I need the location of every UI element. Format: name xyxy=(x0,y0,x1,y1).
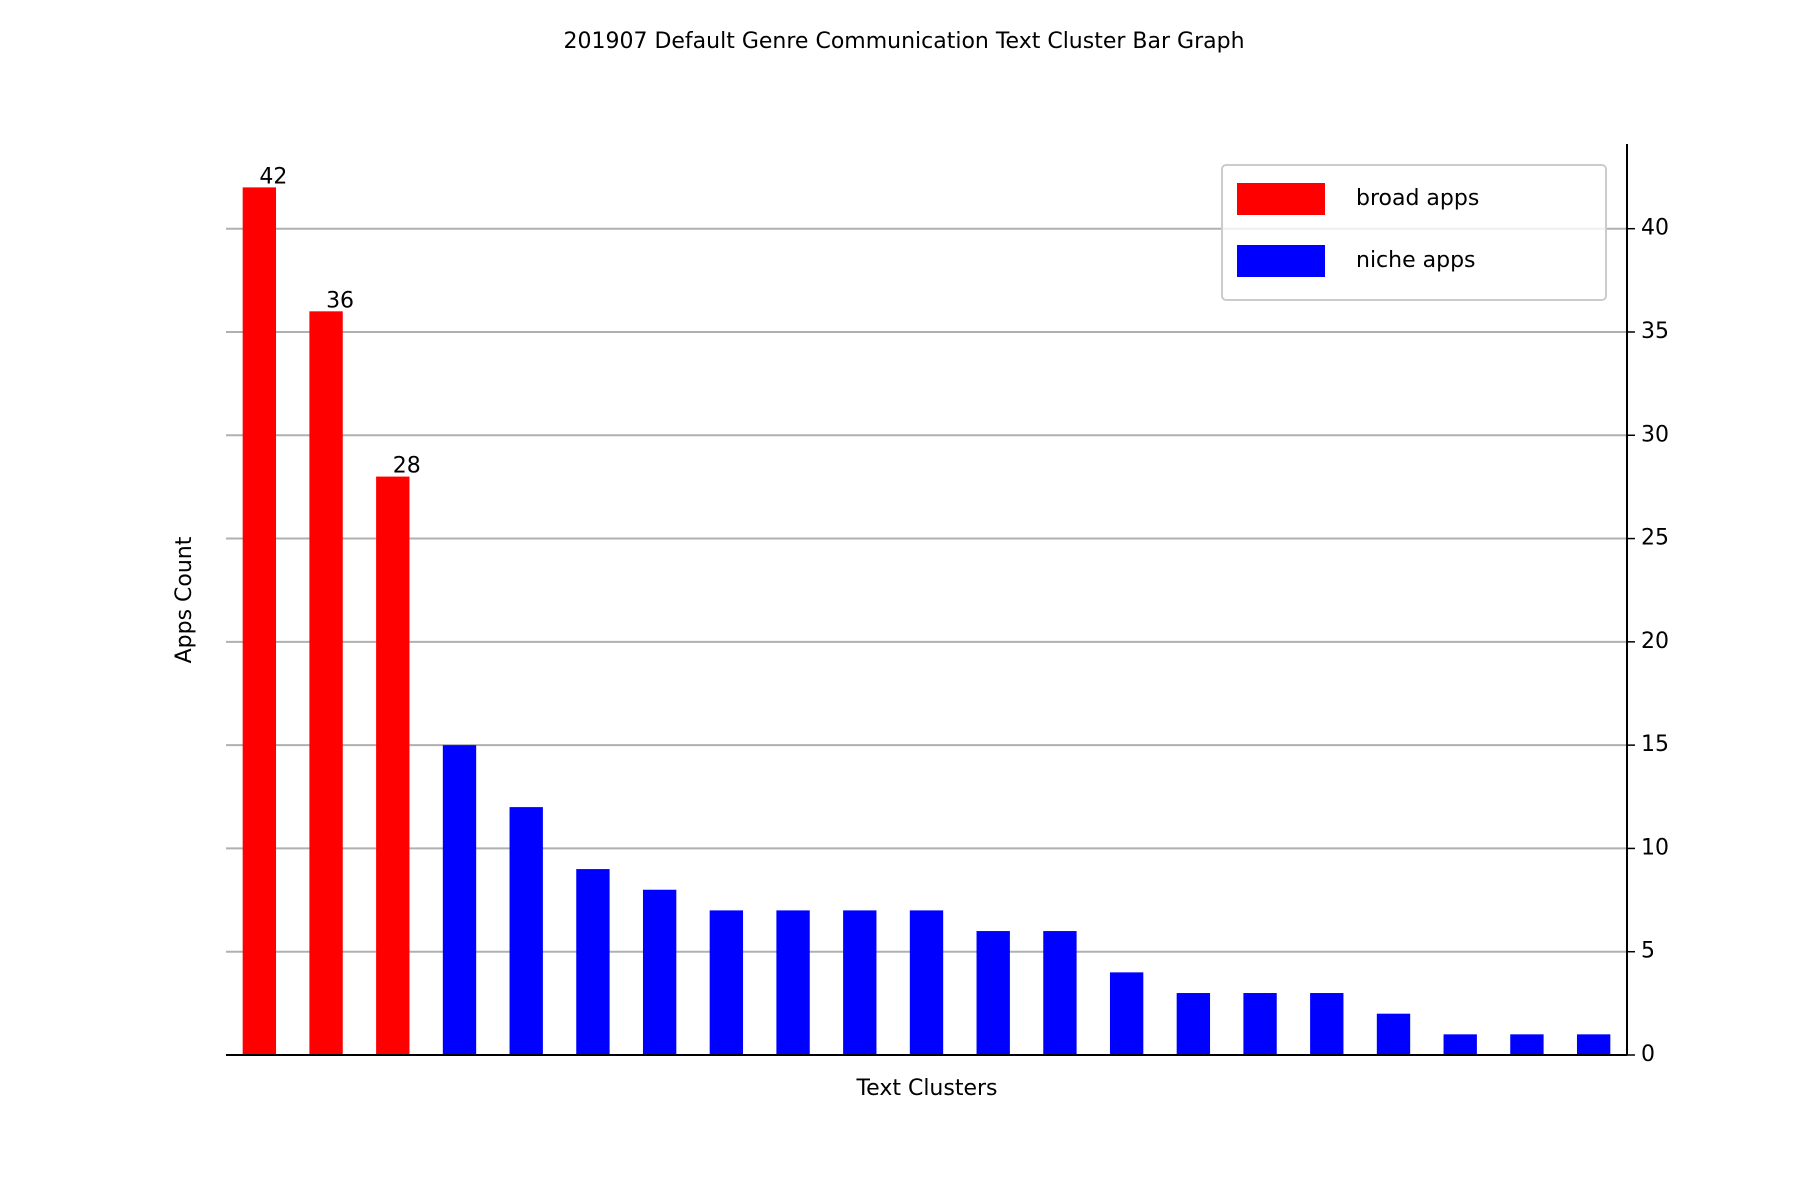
y-tick-label: 10 xyxy=(1641,835,1669,860)
bar xyxy=(1376,1013,1411,1055)
y-tick-label: 30 xyxy=(1641,422,1669,447)
x-axis-label: Text Clusters xyxy=(855,1076,997,1101)
data-label: 42 xyxy=(259,164,287,189)
bar xyxy=(1043,931,1077,1055)
bar xyxy=(776,910,810,1055)
bar xyxy=(309,311,343,1055)
data-label: 36 xyxy=(326,288,354,313)
chart-title: 201907 Default Genre Communication Text … xyxy=(563,29,1244,54)
y-tick-label: 20 xyxy=(1641,629,1669,654)
bar xyxy=(376,476,410,1056)
bar xyxy=(576,869,610,1055)
bar xyxy=(909,910,944,1055)
bar xyxy=(709,910,744,1055)
y-axis-label: Apps Count xyxy=(172,536,197,663)
data-label: 28 xyxy=(393,454,421,479)
bar xyxy=(1109,972,1144,1055)
bar xyxy=(1576,1034,1611,1055)
y-tick-label: 25 xyxy=(1641,526,1669,551)
bar xyxy=(843,910,877,1055)
bar xyxy=(1510,1034,1544,1055)
legend-swatch xyxy=(1237,245,1325,277)
bar xyxy=(642,889,677,1055)
bar xyxy=(1243,993,1277,1055)
bar xyxy=(442,745,477,1055)
y-tick-label: 35 xyxy=(1641,319,1669,344)
legend-label: niche apps xyxy=(1356,248,1476,273)
legend-label: broad apps xyxy=(1356,186,1479,211)
y-tick-label: 5 xyxy=(1641,939,1655,964)
bar xyxy=(1443,1034,1477,1055)
y-tick-label: 40 xyxy=(1641,216,1669,241)
bar xyxy=(976,931,1010,1055)
legend-swatch xyxy=(1237,183,1325,215)
y-tick-label: 15 xyxy=(1641,732,1669,757)
bar xyxy=(1310,993,1344,1055)
y-tick-label: 0 xyxy=(1641,1042,1655,1067)
bar xyxy=(1176,993,1211,1055)
bar xyxy=(242,187,277,1055)
bar xyxy=(509,807,543,1055)
